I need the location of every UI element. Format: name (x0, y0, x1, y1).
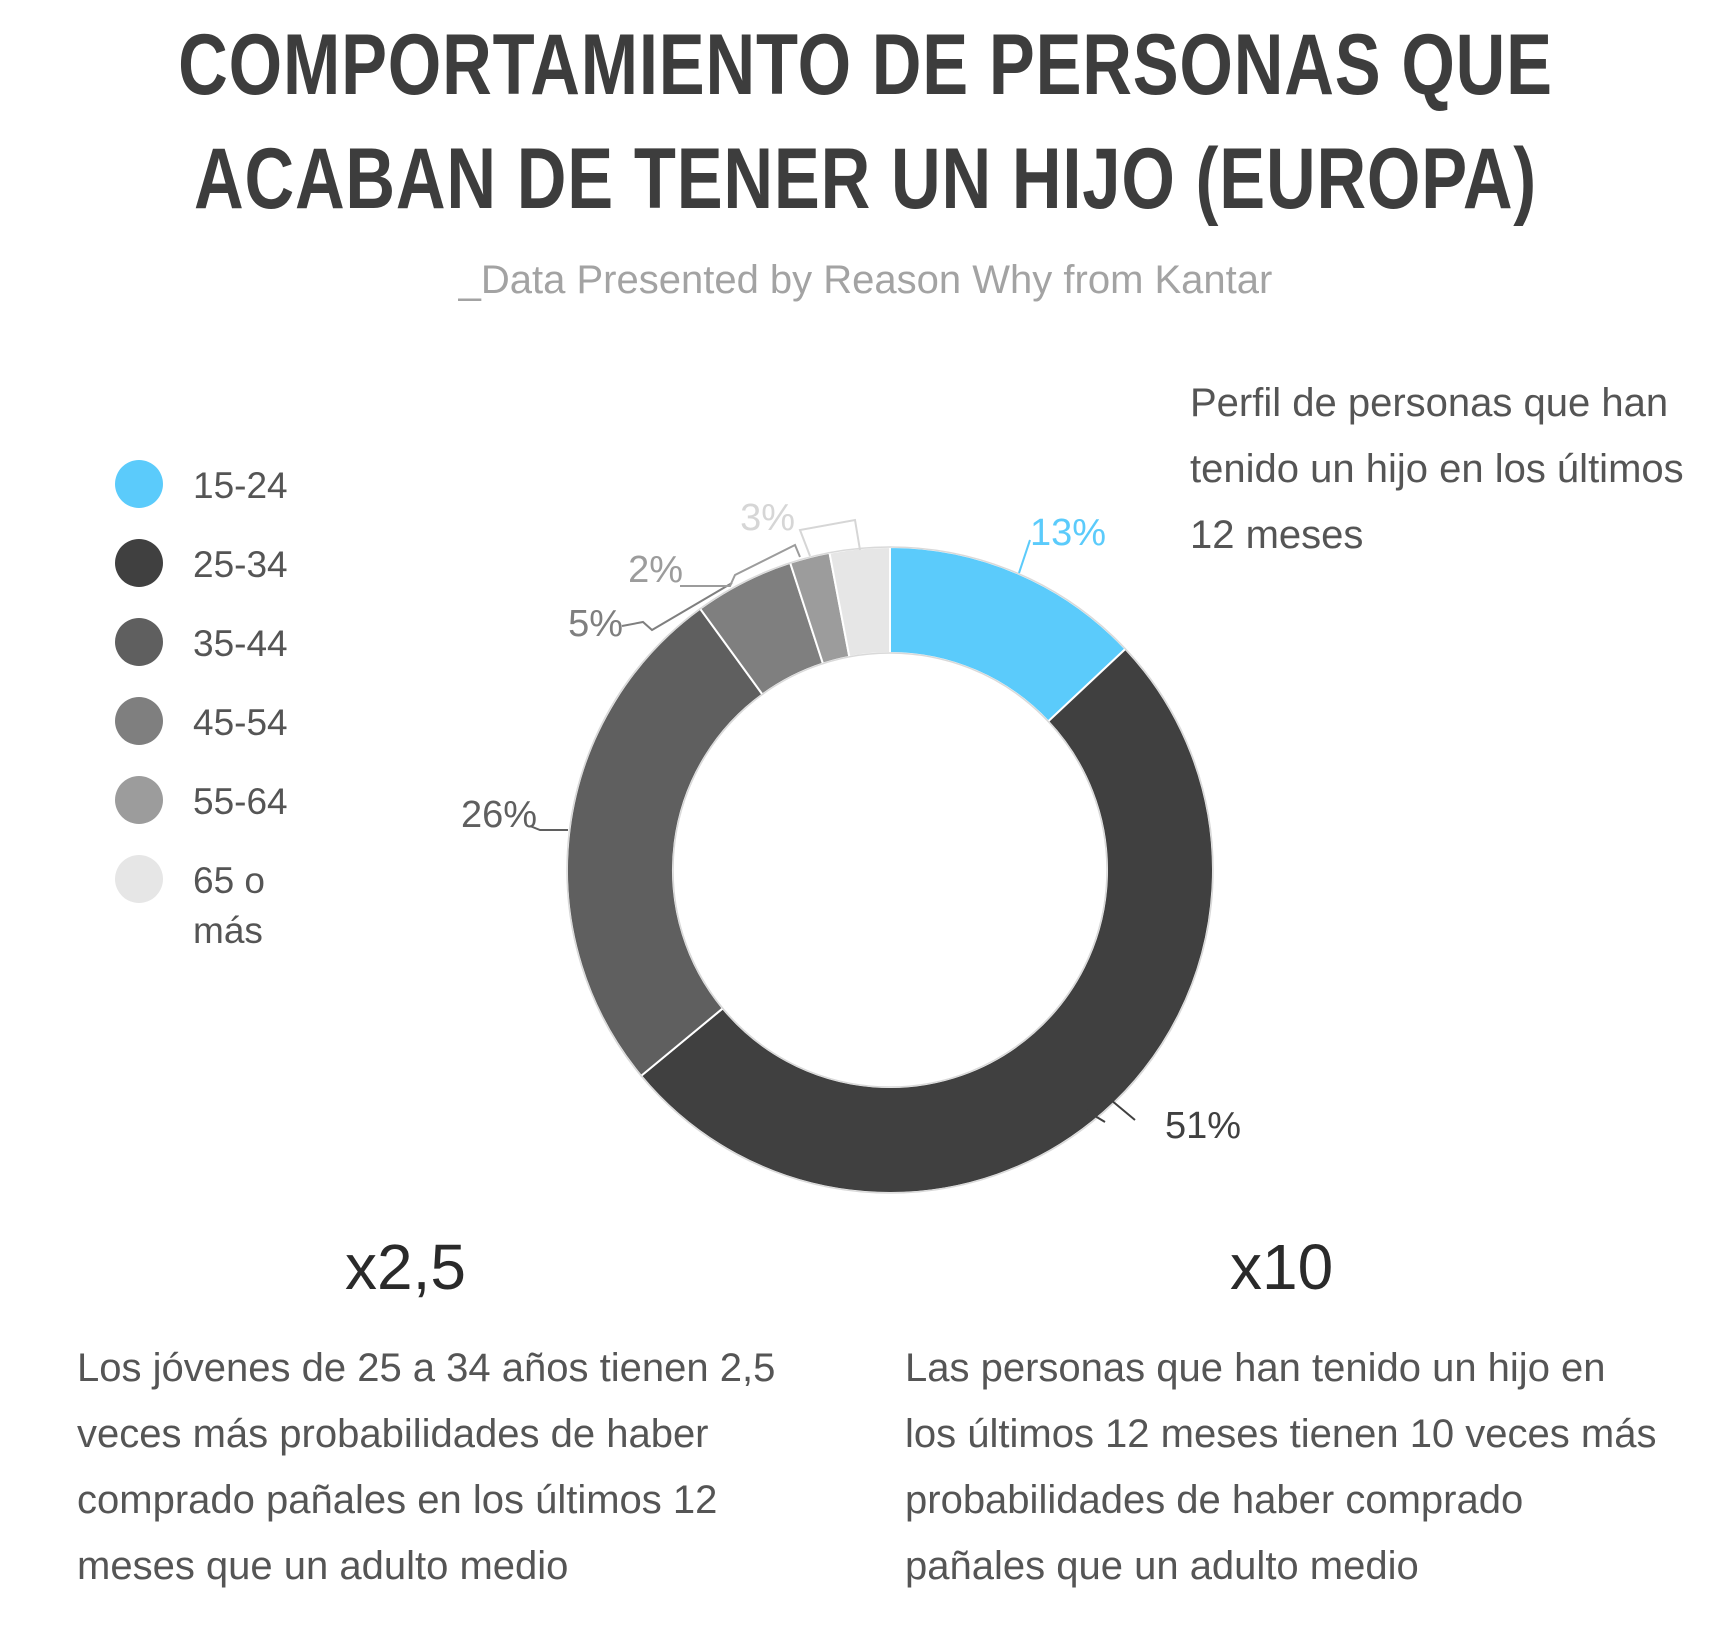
donut-slice (639, 647, 1214, 1194)
stat-text-left: Los jóvenes de 25 a 34 años tienen 2,5 v… (77, 1346, 776, 1588)
legend-label: 15-24 (193, 465, 288, 506)
leader-line (529, 825, 568, 831)
legend-label: 65 o más (193, 860, 266, 951)
leader-line (621, 582, 733, 632)
chart-description: Perfil de personas que han tenido un hij… (1190, 381, 1684, 557)
slice-value-label: 3% (740, 497, 795, 539)
donut-outline (672, 652, 1108, 1088)
donut-outline (566, 546, 1214, 1194)
stat-value-left: x2,5 (345, 1231, 466, 1303)
legend-swatch (115, 697, 163, 745)
legend-label: 55-64 (193, 781, 288, 822)
slice-value-label: 2% (628, 549, 683, 591)
legend-label: 45-54 (193, 702, 288, 743)
legend-label: 25-34 (193, 544, 288, 585)
legend-swatch (115, 776, 163, 824)
legend-swatch (115, 855, 163, 903)
slice-value-label: 5% (568, 603, 623, 645)
leader-line (798, 518, 861, 557)
leader-line (680, 543, 801, 587)
legend-swatch (115, 460, 163, 508)
page-title: COMPORTAMIENTO DE PERSONAS QUE ACABAN DE… (178, 17, 1553, 227)
leader-line (1083, 1093, 1136, 1123)
legend-swatch (115, 618, 163, 666)
source-subtitle: _Data Presented by Reason Why from Kanta… (458, 258, 1273, 302)
leader-line (1018, 539, 1031, 574)
slice-value-label: 13% (1030, 512, 1106, 554)
legend-label: 35-44 (193, 623, 288, 664)
legend-swatch (115, 539, 163, 587)
stat-value-right: x10 (1230, 1231, 1334, 1303)
slice-value-label: 26% (461, 794, 537, 836)
stat-text-right: Las personas que han tenido un hijo en l… (905, 1346, 1657, 1588)
slice-value-label: 51% (1165, 1105, 1241, 1147)
